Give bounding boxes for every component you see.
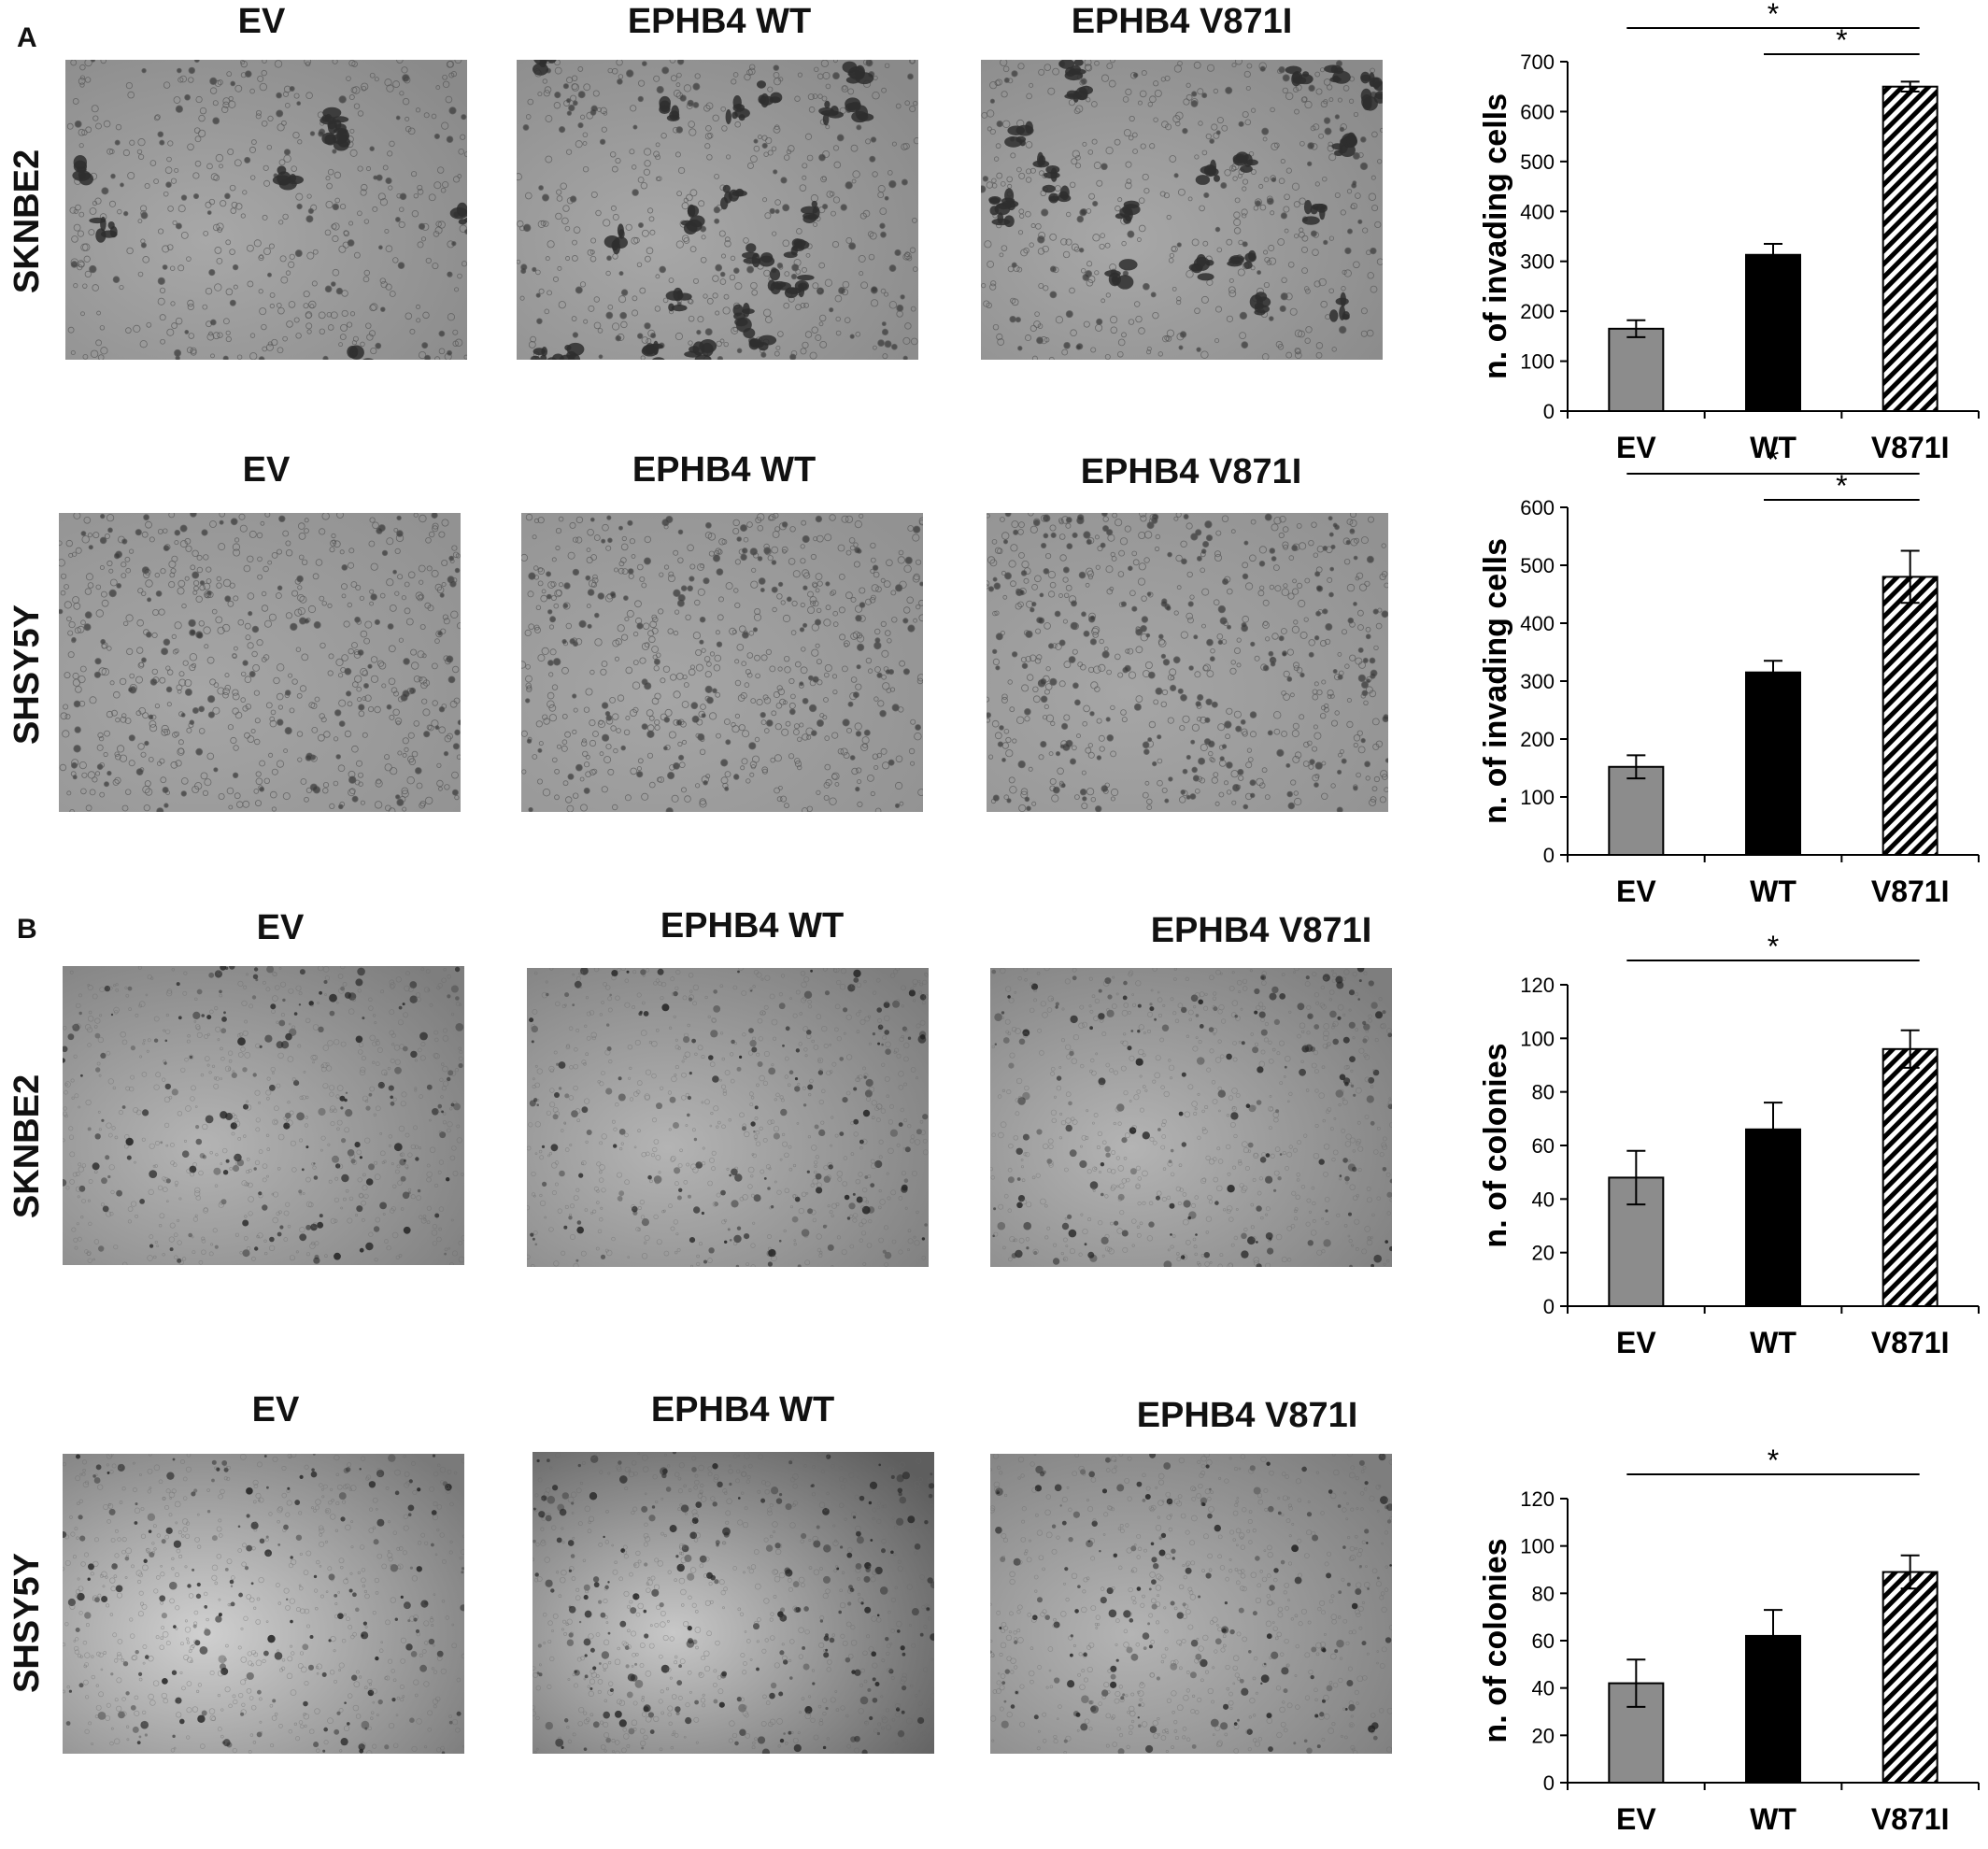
col-title-0-2: EPHB4 V871I bbox=[1071, 2, 1293, 41]
col-title-0-0: EV bbox=[237, 2, 286, 41]
y-tick-label: 200 bbox=[1520, 728, 1555, 751]
y-tick-label: 0 bbox=[1543, 1295, 1555, 1318]
micrograph-2-1 bbox=[527, 968, 929, 1267]
bar-V871I bbox=[1882, 85, 1938, 412]
x-category-label: V871I bbox=[1871, 1802, 1950, 1836]
panel-letter-a: A bbox=[17, 22, 37, 53]
x-category-label: EV bbox=[1616, 1326, 1656, 1359]
y-tick-label: 600 bbox=[1520, 100, 1555, 123]
row-label-2: SKNBE2 bbox=[7, 1074, 47, 1219]
col-title-3-0: EV bbox=[251, 1390, 300, 1429]
col-title-1-2: EPHB4 V871I bbox=[1080, 452, 1302, 491]
y-tick-label: 500 bbox=[1520, 554, 1555, 577]
y-tick-label: 0 bbox=[1543, 1771, 1555, 1795]
bar-V871I bbox=[1882, 1571, 1938, 1784]
y-tick-label: 20 bbox=[1532, 1724, 1555, 1747]
bar-V871I bbox=[1882, 1047, 1938, 1308]
micrograph-3-0 bbox=[63, 1454, 464, 1754]
y-tick-label: 400 bbox=[1520, 612, 1555, 635]
significance-star: * bbox=[1768, 930, 1779, 963]
y-tick-label: 300 bbox=[1520, 250, 1555, 274]
y-tick-label: 40 bbox=[1532, 1677, 1555, 1700]
bar-EV bbox=[1608, 765, 1665, 857]
y-tick-label: 80 bbox=[1532, 1081, 1555, 1104]
col-title-3-1: EPHB4 WT bbox=[650, 1390, 835, 1429]
micrograph-0-2 bbox=[981, 60, 1383, 360]
bar-chart-2: 0 20 40 60 80 100 120 n. of colonies EV WT V871I * bbox=[1478, 930, 1980, 1359]
significance-star: * bbox=[1768, 0, 1779, 31]
micrograph-0-0 bbox=[65, 60, 467, 360]
row-label-3: SHSY5Y bbox=[7, 1553, 47, 1693]
significance-star: * bbox=[1768, 443, 1779, 476]
bar-WT bbox=[1745, 671, 1801, 856]
y-tick-label: 300 bbox=[1520, 670, 1555, 693]
bar-V871I bbox=[1882, 576, 1938, 857]
col-title-0-1: EPHB4 WT bbox=[627, 2, 812, 41]
x-category-label: EV bbox=[1616, 1802, 1656, 1836]
micrograph-2-2 bbox=[990, 968, 1392, 1267]
y-tick-label: 700 bbox=[1520, 50, 1555, 74]
y-tick-label: 0 bbox=[1543, 844, 1555, 867]
micrograph-0-1 bbox=[517, 60, 918, 360]
y-tick-label: 120 bbox=[1520, 974, 1555, 997]
micrograph-3-1 bbox=[532, 1452, 934, 1754]
micrograph-1-1 bbox=[521, 513, 923, 812]
y-tick-label: 60 bbox=[1532, 1629, 1555, 1653]
y-tick-label: 600 bbox=[1520, 496, 1555, 519]
y-tick-label: 500 bbox=[1520, 150, 1555, 174]
micrograph-3-2 bbox=[990, 1454, 1392, 1754]
y-tick-label: 100 bbox=[1520, 786, 1555, 809]
y-tick-label: 40 bbox=[1532, 1188, 1555, 1211]
col-title-1-1: EPHB4 WT bbox=[632, 450, 816, 490]
y-tick-label: 100 bbox=[1520, 1535, 1555, 1558]
y-axis-label: n. of invading cells bbox=[1478, 93, 1513, 379]
bar-chart-3: 0 20 40 60 80 100 120 n. of colonies EV WT V871I * bbox=[1478, 1444, 1980, 1836]
y-axis-label: n. of colonies bbox=[1478, 1538, 1513, 1742]
col-title-2-1: EPHB4 WT bbox=[660, 906, 845, 946]
y-axis-label: n. of invading cells bbox=[1478, 538, 1513, 824]
row-label-0: SKNBE2 bbox=[7, 149, 47, 294]
col-title-3-2: EPHB4 V871I bbox=[1136, 1396, 1358, 1435]
bar-chart-0: 0 100 200 300 400 500 600 700 n. of invading cel… bbox=[1478, 0, 1980, 464]
micrograph-2-0 bbox=[63, 966, 464, 1265]
bar-WT bbox=[1745, 253, 1801, 413]
x-category-label: V871I bbox=[1871, 875, 1950, 908]
col-title-2-0: EV bbox=[256, 908, 305, 947]
y-tick-label: 20 bbox=[1532, 1242, 1555, 1265]
x-category-label: WT bbox=[1750, 875, 1796, 908]
bar-WT bbox=[1745, 1128, 1801, 1307]
x-category-label: EV bbox=[1616, 875, 1656, 908]
x-category-label: WT bbox=[1750, 431, 1796, 464]
bar-EV bbox=[1608, 327, 1665, 413]
y-tick-label: 120 bbox=[1520, 1487, 1555, 1511]
significance-star: * bbox=[1836, 469, 1847, 503]
x-category-label: V871I bbox=[1871, 431, 1950, 464]
bar-chart-1: 0 100 200 300 400 500 600 n. of invading cells E… bbox=[1478, 443, 1980, 908]
y-tick-label: 200 bbox=[1520, 300, 1555, 323]
micrograph-1-0 bbox=[59, 513, 461, 812]
y-tick-label: 400 bbox=[1520, 200, 1555, 223]
significance-star: * bbox=[1836, 23, 1847, 57]
micrograph-1-2 bbox=[987, 513, 1388, 812]
y-tick-label: 60 bbox=[1532, 1134, 1555, 1158]
x-category-label: WT bbox=[1750, 1326, 1796, 1359]
y-tick-label: 80 bbox=[1532, 1582, 1555, 1605]
x-category-label: V871I bbox=[1871, 1326, 1950, 1359]
x-category-label: WT bbox=[1750, 1802, 1796, 1836]
col-title-2-2: EPHB4 V871I bbox=[1150, 911, 1372, 950]
x-category-label: EV bbox=[1616, 431, 1656, 464]
y-tick-label: 0 bbox=[1543, 400, 1555, 423]
y-tick-label: 100 bbox=[1520, 1027, 1555, 1050]
panel-letter-b: B bbox=[17, 914, 37, 945]
y-axis-label: n. of colonies bbox=[1478, 1043, 1513, 1247]
y-tick-label: 100 bbox=[1520, 350, 1555, 374]
col-title-1-0: EV bbox=[242, 450, 291, 490]
row-label-1: SHSY5Y bbox=[7, 604, 47, 745]
significance-star: * bbox=[1768, 1444, 1779, 1477]
